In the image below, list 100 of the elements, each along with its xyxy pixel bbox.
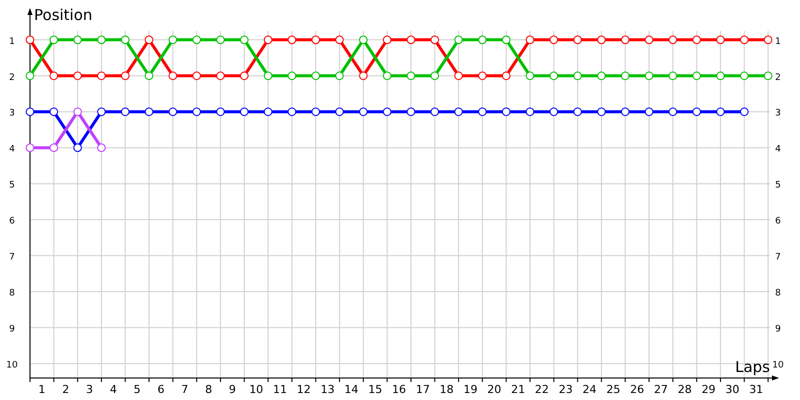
x-tick-label: 4 — [110, 383, 117, 396]
point — [573, 107, 582, 116]
point — [550, 35, 558, 44]
point — [430, 107, 440, 116]
point — [50, 107, 58, 116]
point — [716, 35, 725, 44]
point — [26, 71, 34, 80]
point — [454, 35, 463, 44]
x-tick-label: 19 — [463, 383, 478, 396]
x-tick-label: 17 — [416, 383, 430, 396]
point — [359, 107, 368, 116]
point — [668, 107, 678, 116]
point — [620, 71, 630, 80]
point — [120, 35, 130, 44]
x-tick-label: 10 — [249, 383, 264, 396]
y-axis-title: Position — [34, 6, 92, 24]
point — [478, 71, 487, 80]
x-tick-label: 3 — [86, 383, 94, 396]
y-tick-label: 1 — [9, 36, 15, 47]
point — [716, 71, 725, 80]
point — [740, 71, 749, 80]
x-axis-title: Laps — [735, 358, 770, 376]
y2-tick-label: 2 — [775, 72, 781, 83]
point — [240, 35, 249, 44]
point — [502, 71, 510, 80]
point — [216, 71, 225, 80]
point — [120, 107, 130, 116]
point — [97, 107, 106, 116]
point — [73, 107, 82, 116]
point — [288, 107, 296, 116]
point — [382, 107, 392, 116]
point — [168, 35, 178, 44]
y2-tick-label: 7 — [775, 252, 781, 263]
point — [240, 71, 249, 80]
y-tick-label: 9 — [9, 324, 16, 335]
point — [668, 71, 678, 80]
y-tick-label: 2 — [9, 72, 15, 83]
point — [478, 107, 487, 116]
y2-tick-label: 1 — [775, 36, 781, 47]
point — [50, 143, 58, 152]
point — [264, 71, 272, 80]
point — [240, 107, 249, 116]
point — [335, 35, 344, 44]
point — [73, 143, 82, 152]
point — [597, 107, 606, 116]
point — [335, 71, 344, 80]
point — [550, 71, 558, 80]
point — [168, 71, 178, 80]
y-tick-label: 3 — [9, 108, 15, 119]
point — [764, 71, 772, 80]
point — [764, 35, 772, 44]
point — [264, 35, 272, 44]
point — [192, 71, 201, 80]
x-tick-label: 6 — [157, 383, 164, 396]
point — [311, 35, 320, 44]
x-tick-label: 13 — [320, 383, 335, 396]
x-tick-label: 28 — [678, 383, 692, 396]
x-tick-label: 7 — [181, 383, 188, 396]
point — [26, 107, 34, 116]
point — [526, 107, 534, 116]
point — [550, 107, 558, 116]
point — [502, 107, 510, 116]
y2-tick-label: 3 — [775, 108, 781, 119]
x-tick-label: 22 — [534, 383, 549, 396]
x-tick-label: 11 — [273, 383, 287, 396]
y-tick-label: 8 — [9, 288, 16, 299]
point — [526, 35, 534, 44]
point — [335, 107, 344, 116]
x-tick-label: 15 — [368, 383, 382, 396]
point — [692, 35, 701, 44]
point — [740, 35, 749, 44]
point — [526, 71, 534, 80]
point — [73, 71, 82, 80]
x-tick-label: 27 — [654, 383, 668, 396]
point — [644, 71, 654, 80]
x-tick-label: 24 — [582, 383, 597, 396]
point — [288, 35, 296, 44]
point — [97, 35, 106, 44]
y-tick-label: 10 — [6, 360, 18, 371]
point — [311, 71, 320, 80]
x-tick-label: 26 — [630, 383, 644, 396]
point — [288, 71, 296, 80]
x-tick-label: 25 — [606, 383, 620, 396]
point — [406, 71, 416, 80]
point — [359, 71, 368, 80]
y-tick-label: 5 — [9, 180, 15, 191]
point — [692, 71, 701, 80]
point — [454, 107, 463, 116]
y-tick-label: 7 — [9, 252, 15, 263]
point — [144, 35, 154, 44]
point — [740, 107, 749, 116]
point — [192, 35, 201, 44]
point — [359, 35, 368, 44]
x-tick-label: 12 — [296, 383, 311, 396]
x-tick-label: 1 — [38, 383, 46, 396]
y2-tick-label: 5 — [775, 180, 781, 191]
point — [406, 107, 416, 116]
point — [620, 107, 630, 116]
point — [97, 143, 106, 152]
y2-tick-label: 10 — [772, 360, 784, 371]
